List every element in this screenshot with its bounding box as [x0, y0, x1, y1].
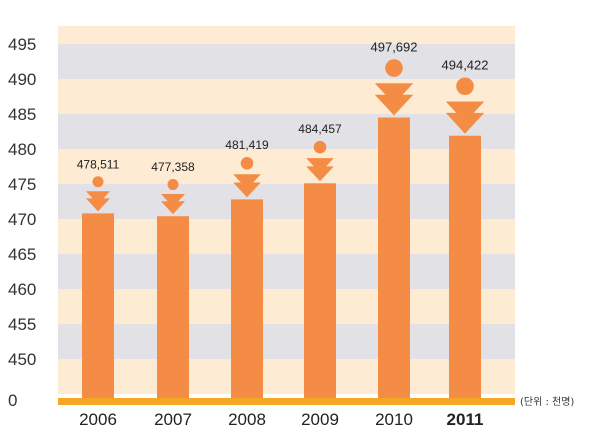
grid-band — [58, 184, 515, 219]
baseline-bar — [58, 398, 515, 405]
x-axis-ticks: 2006 2007 2008 2009 2010 2011 — [79, 410, 483, 429]
marker-2008 — [233, 156, 261, 198]
x-tick-label-2007: 2007 — [154, 410, 192, 429]
value-markers-group — [86, 59, 485, 215]
marker-2009 — [306, 140, 334, 182]
x-tick-label-2011: 2011 — [447, 410, 484, 429]
unit-label: (단위 : 천명) — [520, 395, 574, 408]
bar-2008 — [231, 199, 263, 400]
x-tick-label-2009: 2009 — [301, 410, 339, 429]
bar-2006 — [82, 213, 114, 400]
value-label-2010: 497,692 — [371, 39, 418, 54]
bar-2011 — [449, 135, 481, 400]
y-tick-label: 475 — [8, 175, 36, 194]
value-labels-group: 478,511 477,358 481,419 484,457 497,692 494,4… — [77, 39, 489, 174]
value-label-2008: 481,419 — [225, 138, 269, 152]
grid-band — [58, 359, 515, 394]
y-tick-label: 455 — [8, 315, 36, 334]
bar-2010 — [378, 117, 410, 400]
y-tick-label: 490 — [8, 70, 36, 89]
grid-band — [58, 26, 515, 44]
bar-2009 — [304, 183, 336, 400]
y-tick-label: 450 — [8, 350, 36, 369]
grid-band — [58, 44, 515, 79]
grid-band — [58, 289, 515, 324]
y-tick-label: 480 — [8, 140, 36, 159]
grid-band — [58, 79, 515, 114]
y-tick-label: 460 — [8, 280, 36, 299]
y-tick-label: 485 — [8, 105, 36, 124]
value-label-2006: 478,511 — [77, 157, 120, 171]
marker-2010 — [374, 59, 414, 116]
marker-2011 — [445, 77, 485, 134]
x-tick-label-2008: 2008 — [228, 410, 266, 429]
bar-2007 — [157, 216, 189, 400]
grid-band — [58, 324, 515, 359]
value-label-2007: 477,358 — [151, 160, 195, 174]
grid-band — [58, 149, 515, 184]
y-tick-label: 0 — [8, 391, 17, 410]
marker-2006 — [86, 176, 110, 212]
value-label-2011: 494,422 — [442, 57, 489, 72]
x-tick-label-2010: 2010 — [375, 410, 413, 429]
x-tick-label-2006: 2006 — [79, 410, 117, 429]
y-tick-label: 465 — [8, 245, 36, 264]
bars-group — [82, 117, 481, 400]
grid-bands — [58, 26, 515, 394]
y-tick-label: 495 — [8, 35, 36, 54]
grid-band — [58, 219, 515, 254]
marker-2007 — [161, 179, 185, 215]
grid-band — [58, 114, 515, 149]
y-axis-ticks: 0 450 455 460 465 470 475 480 485 490 495 — [8, 35, 36, 410]
grid-band — [58, 254, 515, 289]
y-tick-label: 470 — [8, 210, 36, 229]
value-label-2009: 484,457 — [298, 122, 342, 136]
